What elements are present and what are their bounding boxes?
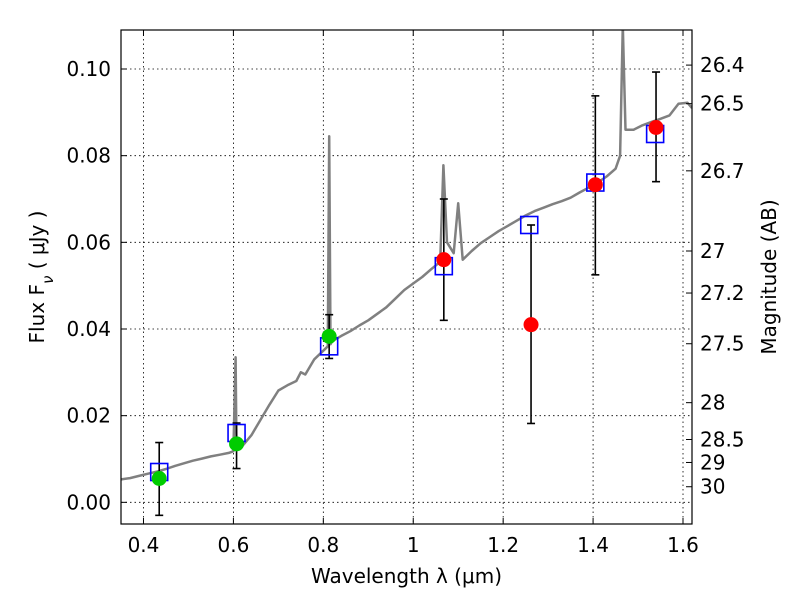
x-tick-label: 0.6 (217, 533, 249, 557)
model-flux-square (519, 215, 539, 235)
spectrum-line (121, 30, 692, 481)
x-tick-label: 1.4 (577, 533, 609, 557)
mag-tick-label: 30 (700, 475, 725, 499)
x-tick-label: 0.8 (307, 533, 339, 557)
y-axis-label-subscript: ν (39, 276, 57, 284)
mag-tick-label: 27 (700, 239, 725, 263)
y-tick-label: 0.06 (66, 230, 111, 254)
x-tick-label: 1 (407, 533, 420, 557)
mag-tick-label: 26.5 (700, 92, 745, 116)
x-axis-label: Wavelength λ (μm) (311, 564, 502, 588)
x-tick-label: 1.6 (667, 533, 699, 557)
mag-tick-label: 26.7 (700, 159, 745, 183)
y-tick-label: 0.08 (66, 144, 111, 168)
right-axis-label: Magnitude (AB) (757, 199, 781, 354)
y-tick-label: 0.04 (66, 317, 111, 341)
observed-point-red (436, 252, 452, 268)
y-axis-label-text: Flux F (25, 284, 49, 343)
error-bars (155, 71, 661, 517)
observed-point-green (229, 436, 245, 452)
plot-frame (120, 29, 693, 525)
observed-point-green (151, 471, 167, 486)
y-axis-label: Flux Fν ( μJy ) (25, 211, 57, 344)
mag-tick-label: 27.2 (700, 281, 745, 305)
ticks: 0.4 0.6 0.8 1 1.2 1.4 1.6 0.00 0.02 0.04 0.06 0.08 0… (66, 30, 745, 557)
mag-tick-label: 26.4 (700, 53, 745, 77)
y-axis-label-text: ( μJy ) (25, 211, 49, 276)
y-tick-label: 0.02 (66, 404, 111, 428)
mag-tick-label: 28.5 (700, 428, 745, 452)
model-spectrum (121, 30, 692, 481)
x-tick-label: 1.2 (487, 533, 519, 557)
x-tick-label: 0.4 (128, 533, 160, 557)
observed-point-red (648, 120, 664, 135)
observed-point-red (587, 177, 603, 193)
data-markers (149, 120, 665, 486)
observed-point-red (523, 317, 539, 333)
mag-tick-label: 28 (700, 391, 725, 415)
mag-tick-label: 29 (700, 450, 725, 474)
observed-point-green (321, 328, 337, 344)
mag-tick-label: 27.5 (700, 332, 745, 356)
grid (121, 30, 692, 524)
y-tick-label: 0.00 (66, 490, 111, 514)
y-tick-label: 0.10 (66, 57, 111, 81)
